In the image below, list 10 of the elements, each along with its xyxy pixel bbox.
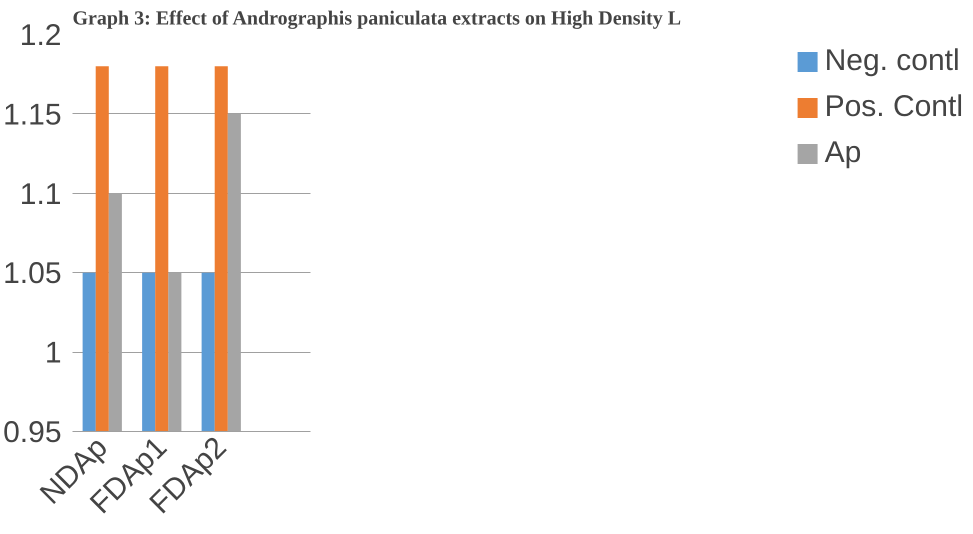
legend-label: Neg. contl (824, 44, 960, 78)
y-tick-label: 0.95 (3, 416, 62, 449)
text: Graph 3: Effect of Andrographis paniculata extracts on High Density L (72, 8, 682, 30)
y-tick-label: 1.1 (20, 178, 62, 211)
y-tick-label: 1 (44, 336, 62, 370)
y-tick-label: 1.15 (3, 98, 62, 132)
y-tick-label: 1.2 (20, 19, 62, 52)
legend-label: Pos. Contl (824, 90, 963, 124)
legend-label: Ap (824, 136, 862, 170)
y-tick-label: 1.05 (3, 257, 62, 290)
